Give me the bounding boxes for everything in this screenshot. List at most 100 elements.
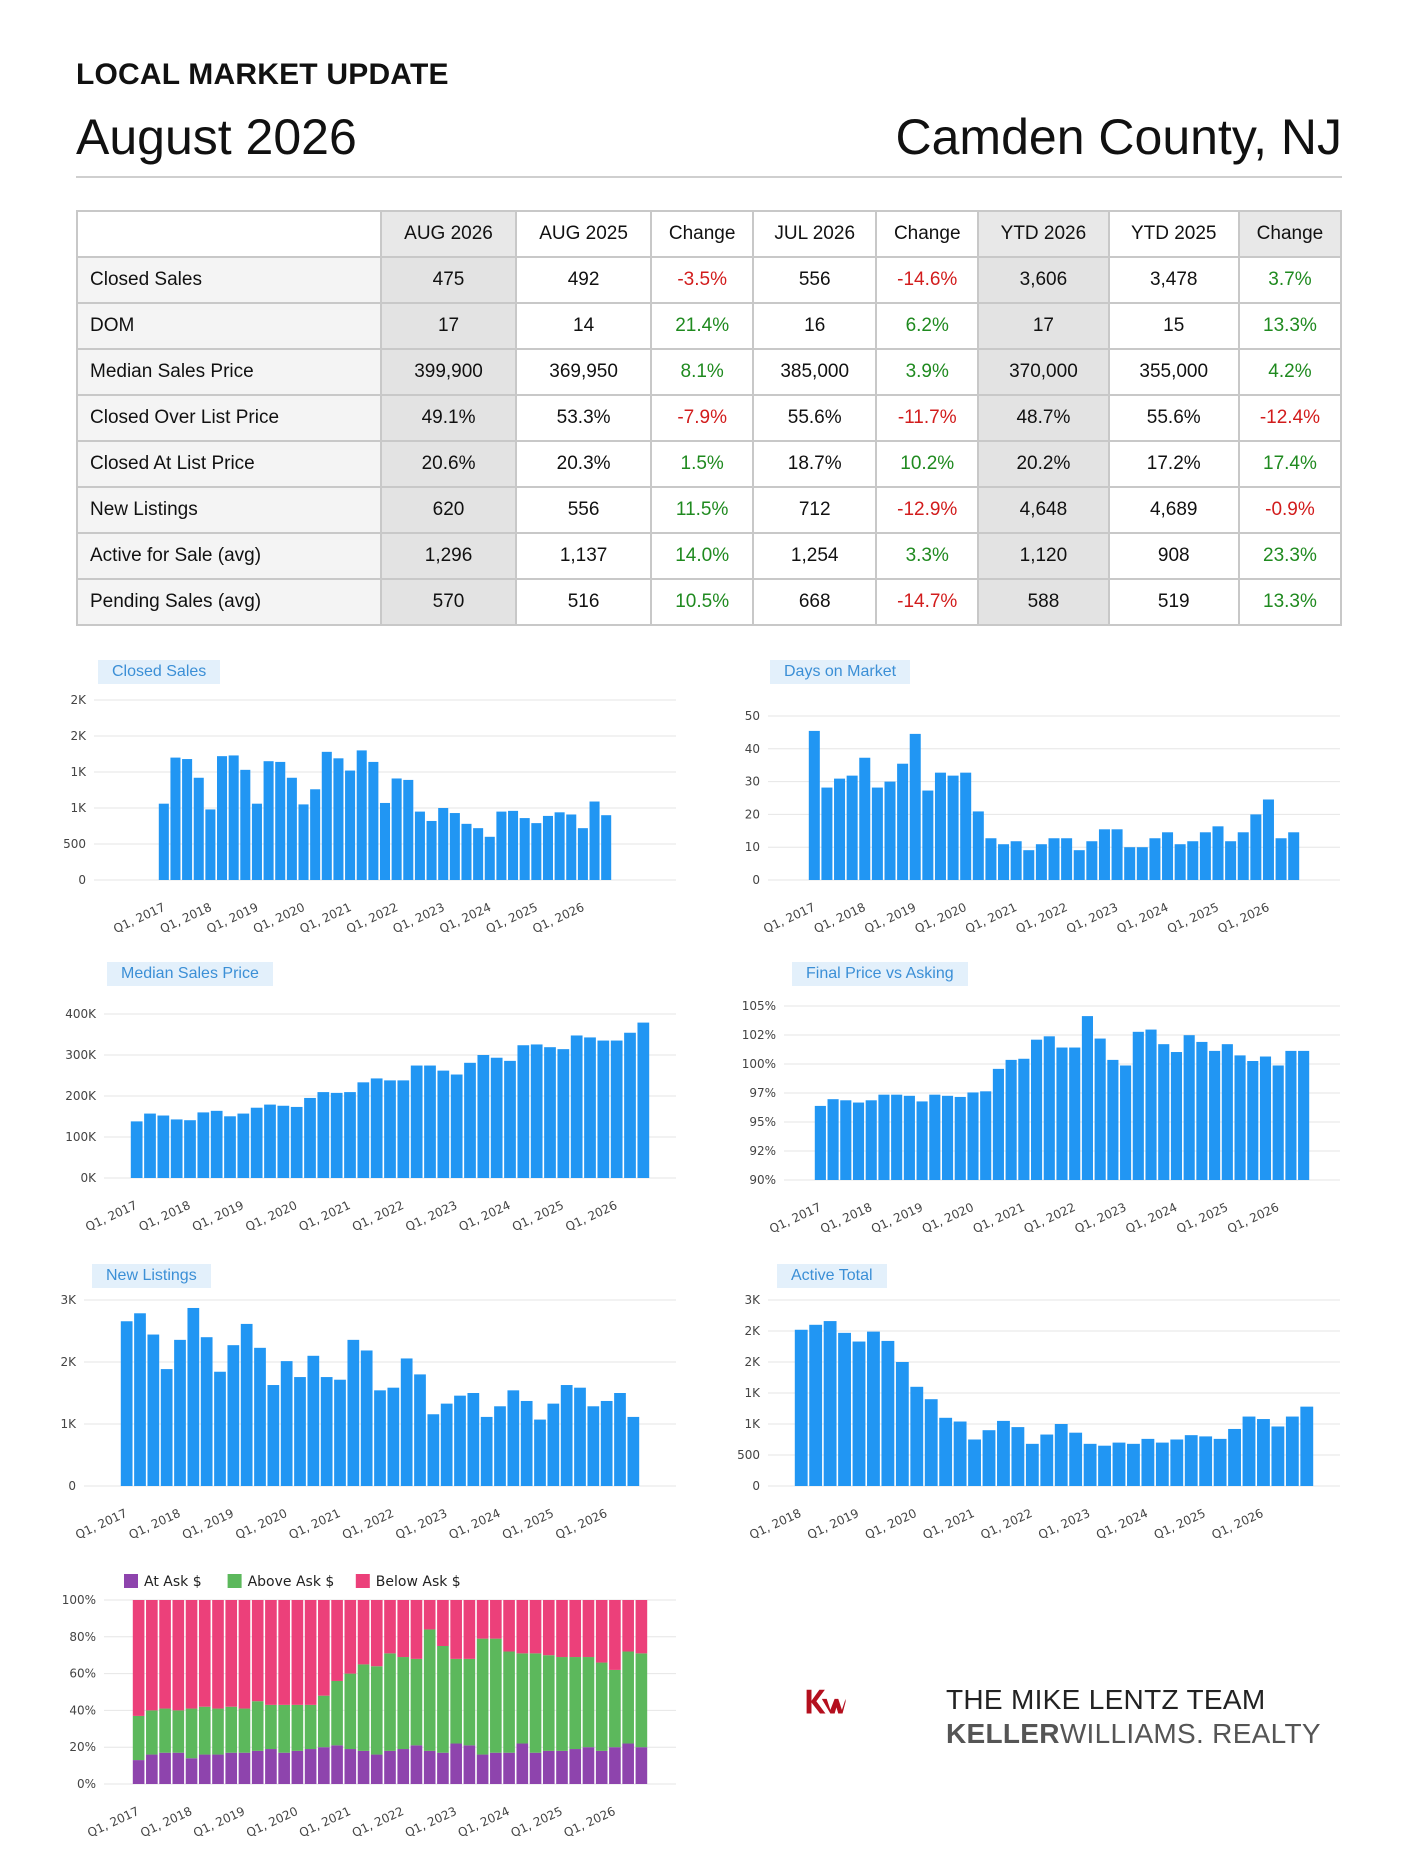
bar [237, 1113, 250, 1178]
x-tick-label: Q1, 2023 [391, 900, 447, 936]
x-tick-label: Q1, 2026 [1225, 1200, 1281, 1236]
legend-label: Above Ask $ [248, 1574, 335, 1590]
y-tick-label: 200K [65, 1089, 97, 1103]
bar-at-ask [291, 1750, 304, 1784]
table-row: Median Sales Price 399,900 369,950 8.1% 385,… [76, 348, 1343, 396]
y-tick-label: 500 [737, 1448, 760, 1462]
table-header-cell: AUG 2025 [515, 210, 653, 258]
bar [1056, 1047, 1068, 1180]
bar-at-ask [132, 1760, 145, 1784]
change-cell: 21.4% [650, 302, 755, 350]
bar [414, 811, 425, 880]
bar [597, 1040, 610, 1178]
x-tick-label: Q1, 2026 [1209, 1506, 1265, 1542]
change-cell: 10.2% [875, 440, 980, 488]
bar-at-ask [278, 1752, 290, 1784]
bar [968, 1439, 981, 1486]
bar-above-ask [172, 1710, 185, 1753]
x-tick-label: Q1, 2023 [403, 1198, 459, 1234]
bar [384, 1080, 396, 1178]
bar [1288, 832, 1300, 880]
bar-below-ask [503, 1600, 515, 1652]
bar [1187, 841, 1199, 880]
bar [217, 756, 228, 880]
bar-below-ask [529, 1600, 542, 1654]
days-on-market-chart: 0 10 20 30 40 50 Q1, 2017 Q1, 2018 Q1, 2019 Q1, 2… [720, 656, 1350, 956]
change-cell: 13.3% [1237, 578, 1343, 626]
y-tick-label: 1K [744, 1386, 761, 1400]
value-cell: 53.3% [515, 394, 653, 442]
bar [924, 1399, 938, 1486]
bar-at-ask [556, 1750, 568, 1784]
bar [985, 838, 997, 880]
bar-above-ask [595, 1662, 608, 1751]
value-cell: 385,000 [752, 348, 878, 396]
bar [584, 1037, 596, 1178]
bar [1158, 1044, 1170, 1180]
bar [881, 1340, 895, 1486]
bar [895, 1362, 909, 1486]
active-total-chart-title: Active Total [777, 1264, 887, 1288]
value-cell: 55.6% [752, 394, 878, 442]
bar [1035, 844, 1047, 880]
bar [1010, 841, 1022, 880]
value-cell: 712 [752, 486, 878, 534]
bar [865, 1100, 877, 1180]
value-cell: 556 [752, 256, 878, 304]
bar [147, 1334, 160, 1486]
team-name: THE MIKE LENTZ TEAM [946, 1684, 1266, 1715]
bar [356, 750, 367, 880]
value-cell: 3,478 [1107, 256, 1240, 304]
bar [357, 1082, 370, 1178]
bar [1073, 850, 1085, 880]
bar [275, 761, 286, 880]
value-cell: 370,000 [977, 348, 1110, 396]
y-tick-label: 0 [68, 1479, 76, 1493]
bar [480, 1416, 493, 1486]
change-cell: 1.5% [650, 440, 755, 488]
final-price-chart-title: Final Price vs Asking [792, 962, 968, 986]
bar [160, 1369, 173, 1486]
bar [205, 809, 216, 880]
bar-below-ask [490, 1600, 502, 1639]
bar [1155, 1442, 1169, 1486]
bar [1054, 1424, 1068, 1486]
bar-below-ask [450, 1600, 462, 1659]
bar-above-ask [410, 1658, 423, 1746]
bar [838, 1332, 851, 1486]
closed-sales-chart-title: Closed Sales [98, 660, 221, 684]
x-tick-label: Q1, 2026 [562, 1804, 618, 1840]
value-cell: 14 [515, 302, 653, 350]
y-tick-label: 0 [752, 873, 760, 887]
row-label: Closed Sales [76, 256, 382, 304]
x-tick-label: Q1, 2022 [340, 1506, 396, 1542]
report-county: Camden County, NJ [895, 109, 1342, 165]
bar [1069, 1432, 1083, 1486]
bar [484, 836, 495, 880]
bar [909, 733, 921, 880]
bar-at-ask [238, 1752, 251, 1784]
bar [277, 1105, 290, 1178]
x-tick-label: Q1, 2017 [83, 1198, 139, 1234]
x-tick-label: Q1, 2018 [747, 1506, 803, 1542]
bar [614, 1393, 626, 1486]
value-cell: 1,120 [977, 532, 1110, 580]
bar [574, 1387, 586, 1486]
x-tick-label: Q1, 2025 [510, 1198, 566, 1234]
bar [1023, 850, 1035, 880]
bar [347, 1339, 360, 1486]
bar [520, 1400, 533, 1486]
bar-at-ask [251, 1750, 264, 1784]
x-tick-label: Q1, 2017 [85, 1804, 141, 1840]
y-tick-label: 1K [70, 801, 87, 815]
bar-at-ask [384, 1750, 396, 1784]
x-tick-label: Q1, 2018 [138, 1804, 194, 1840]
x-tick-label: Q1, 2023 [1036, 1506, 1092, 1542]
bar [1170, 1052, 1183, 1180]
bar [374, 1390, 386, 1486]
x-tick-label: Q1, 2025 [1152, 1506, 1208, 1542]
value-cell: 55.6% [1107, 394, 1240, 442]
